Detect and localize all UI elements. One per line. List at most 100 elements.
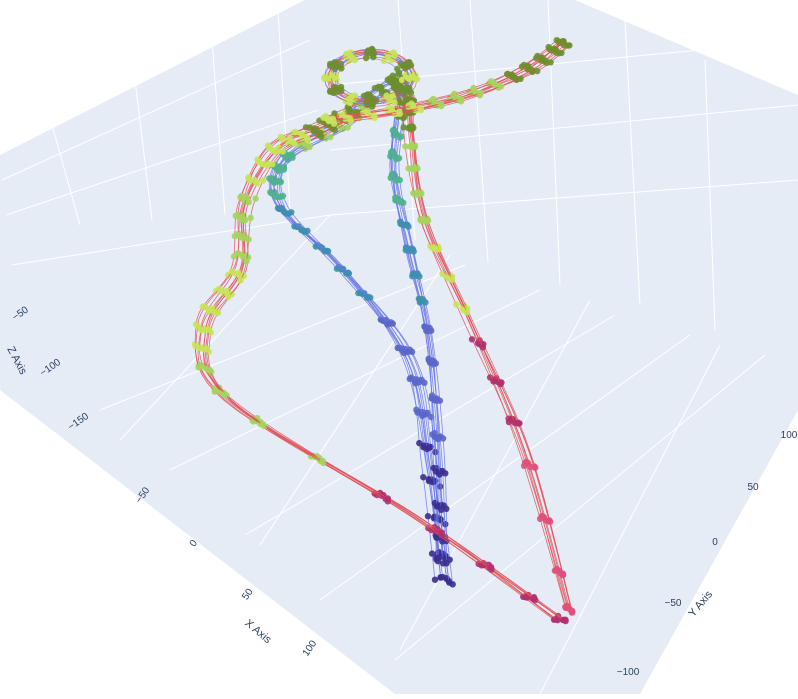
trace-marker xyxy=(327,133,334,141)
loop-marker xyxy=(413,75,421,83)
trace-marker xyxy=(442,555,449,562)
gridline xyxy=(11,214,331,266)
trace-marker xyxy=(408,348,416,355)
trace-marker xyxy=(402,143,409,150)
trace-marker xyxy=(431,576,439,583)
trace-marker xyxy=(203,345,211,353)
trace-marker xyxy=(310,127,318,134)
trace-marker xyxy=(298,131,305,138)
trace-marker xyxy=(422,411,429,418)
trace-marker xyxy=(435,554,442,561)
trace-marker xyxy=(416,273,423,280)
gridline xyxy=(51,124,81,226)
trace-marker xyxy=(237,277,244,284)
trace-marker xyxy=(411,143,419,150)
trace-marker xyxy=(497,83,505,90)
gridline xyxy=(624,19,641,306)
trace-marker xyxy=(225,293,232,300)
trace-marker xyxy=(405,223,412,230)
trace-marker xyxy=(515,420,522,427)
loop-marker xyxy=(324,75,331,83)
trace-marker xyxy=(247,214,254,222)
gridline xyxy=(704,59,716,331)
trace-marker xyxy=(477,89,484,97)
trace-marker xyxy=(330,117,337,124)
trace-marker xyxy=(427,413,435,421)
trace-marker xyxy=(442,521,449,528)
x-axis-tick-label: 0 xyxy=(188,538,200,549)
gridline xyxy=(277,9,291,211)
trace-marker xyxy=(504,70,511,78)
trace-marker xyxy=(487,563,495,571)
trace-marker xyxy=(435,246,442,253)
trace-marker xyxy=(279,148,286,155)
loop-marker xyxy=(407,89,415,97)
trace-marker xyxy=(234,250,242,257)
gridline xyxy=(329,179,798,216)
trace-marker xyxy=(442,470,449,477)
trace-marker xyxy=(468,336,476,343)
trace-marker xyxy=(279,192,287,200)
trace-marker xyxy=(384,495,392,502)
x-axis-tick-label: 50 xyxy=(240,586,256,602)
trace-marker xyxy=(530,595,538,602)
trace-marker xyxy=(528,67,535,74)
trace-marker xyxy=(322,112,330,120)
trace-marker xyxy=(272,192,279,199)
trace-marker xyxy=(443,505,450,512)
trace-marker xyxy=(398,133,405,140)
trace-marker xyxy=(378,84,385,91)
trace-marker xyxy=(345,270,353,277)
trace-marker xyxy=(517,75,524,83)
trace-marker xyxy=(275,167,283,175)
trace-marker xyxy=(324,248,332,255)
trace-marker xyxy=(215,285,223,293)
trace-marker xyxy=(559,571,566,579)
trace-marker xyxy=(561,42,568,49)
trace-marker xyxy=(371,112,378,119)
trace-marker xyxy=(448,276,456,283)
loop-marker xyxy=(398,76,406,84)
trace-marker xyxy=(558,49,565,57)
trace-marker xyxy=(437,100,445,107)
x-axis-tick-label: 100 xyxy=(301,638,320,658)
trace-marker xyxy=(254,180,261,187)
trace-marker xyxy=(457,95,465,103)
gridline xyxy=(469,0,489,263)
trace-marker xyxy=(212,309,219,316)
trace-marker xyxy=(245,236,252,243)
gridline xyxy=(319,334,691,601)
gridline xyxy=(399,299,591,651)
trace-marker xyxy=(194,322,201,330)
trace-marker xyxy=(289,154,296,161)
trace-line xyxy=(208,109,566,622)
trace-marker xyxy=(252,195,259,202)
trace-marker xyxy=(344,124,351,131)
x-axis-title: X Axis xyxy=(242,617,274,646)
gridline xyxy=(99,264,466,411)
left-lower-pane xyxy=(0,155,12,390)
loop-marker xyxy=(346,52,353,59)
loop-marker xyxy=(369,48,376,55)
gridline xyxy=(539,344,721,695)
trace-marker xyxy=(260,177,267,184)
trace-marker xyxy=(560,616,567,624)
trace-marker xyxy=(436,397,444,404)
trace-marker xyxy=(439,435,447,442)
trace-marker xyxy=(418,190,425,197)
trace-marker xyxy=(479,344,487,351)
trace-marker xyxy=(568,609,576,616)
trace-marker xyxy=(271,179,278,186)
trace-marker xyxy=(432,360,439,367)
trace-marker xyxy=(346,108,353,116)
loop-marker xyxy=(391,99,398,107)
trace-marker xyxy=(280,208,287,215)
trace-marker xyxy=(428,550,436,557)
gridline xyxy=(329,104,798,151)
trace-marker xyxy=(546,518,553,525)
trace-marker xyxy=(416,379,423,386)
trace-marker xyxy=(410,124,417,132)
trace-marker xyxy=(449,581,456,588)
